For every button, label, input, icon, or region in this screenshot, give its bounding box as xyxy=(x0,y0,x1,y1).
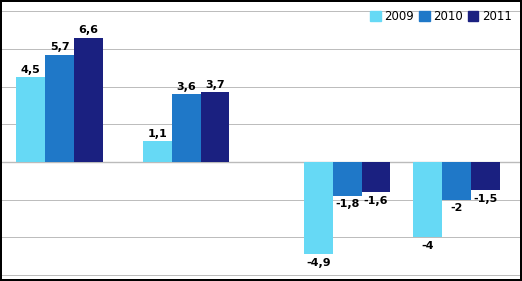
Bar xyxy=(442,162,471,200)
Text: 3,7: 3,7 xyxy=(205,80,225,90)
Bar xyxy=(362,162,390,192)
Text: -2: -2 xyxy=(450,203,463,213)
Bar xyxy=(333,162,362,196)
Text: -1,5: -1,5 xyxy=(473,194,497,204)
Text: -4: -4 xyxy=(422,241,434,251)
Bar xyxy=(45,55,74,162)
Bar xyxy=(172,94,200,162)
Bar xyxy=(413,162,442,237)
Text: -1,8: -1,8 xyxy=(335,200,360,209)
Bar xyxy=(304,162,333,254)
Text: 6,6: 6,6 xyxy=(78,25,98,35)
Text: 5,7: 5,7 xyxy=(50,42,69,52)
Text: 3,6: 3,6 xyxy=(176,81,196,92)
Text: 1,1: 1,1 xyxy=(148,129,168,139)
Bar xyxy=(200,92,229,162)
Text: -1,6: -1,6 xyxy=(364,196,388,206)
Bar xyxy=(17,77,45,162)
Bar xyxy=(74,38,103,162)
Legend: 2009, 2010, 2011: 2009, 2010, 2011 xyxy=(368,8,514,26)
Bar xyxy=(143,141,172,162)
Text: -4,9: -4,9 xyxy=(306,258,331,268)
Text: 4,5: 4,5 xyxy=(21,65,41,74)
Bar xyxy=(471,162,500,191)
